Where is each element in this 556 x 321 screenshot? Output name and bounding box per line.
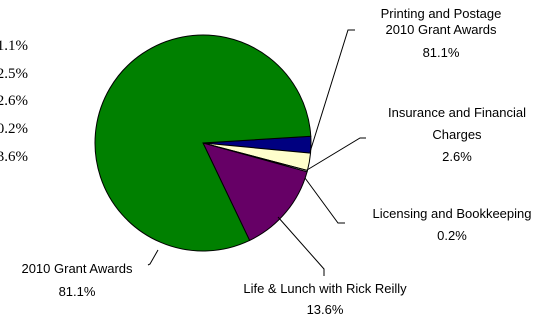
label-printing-value: 81.1% bbox=[423, 45, 460, 60]
leader-line-lunch bbox=[277, 216, 325, 276]
leader-line-printing bbox=[309, 29, 355, 153]
leader-lines bbox=[147, 29, 366, 276]
slice-grant-awards bbox=[94, 34, 312, 252]
slice-lunch bbox=[202, 142, 308, 242]
cut-off-value: 3.6% bbox=[0, 149, 28, 165]
label-printing-name: Printing and Postage bbox=[381, 6, 502, 21]
label-insurance-line2: Charges bbox=[432, 127, 482, 142]
label-grant-name: 2010 Grant Awards bbox=[21, 261, 133, 276]
cut-off-legend: 1.1% 2.5% 2.6% 0.2% 3.6% bbox=[0, 38, 28, 165]
label-insurance-line1: Insurance and Financial bbox=[388, 105, 526, 120]
leader-line-insurance bbox=[306, 137, 366, 171]
cut-off-value: 0.2% bbox=[0, 121, 28, 137]
label-grant-value: 81.1% bbox=[59, 284, 96, 299]
label-lunch-value: 13.6% bbox=[307, 302, 344, 317]
leader-line-grant bbox=[147, 249, 159, 266]
label-licensing-name: Licensing and Bookkeeping bbox=[372, 206, 531, 221]
label-printing-grant: 2010 Grant Awards bbox=[385, 22, 497, 37]
label-licensing-value: 0.2% bbox=[437, 228, 467, 243]
label-lunch-name: Life & Lunch with Rick Reilly bbox=[243, 281, 407, 296]
cut-off-value: 1.1% bbox=[0, 38, 28, 54]
leader-line-licensing bbox=[304, 177, 345, 224]
cut-off-value: 2.5% bbox=[0, 66, 28, 82]
label-insurance-value: 2.6% bbox=[442, 149, 472, 164]
pie-slices bbox=[94, 34, 312, 252]
cut-off-value: 2.6% bbox=[0, 93, 28, 109]
